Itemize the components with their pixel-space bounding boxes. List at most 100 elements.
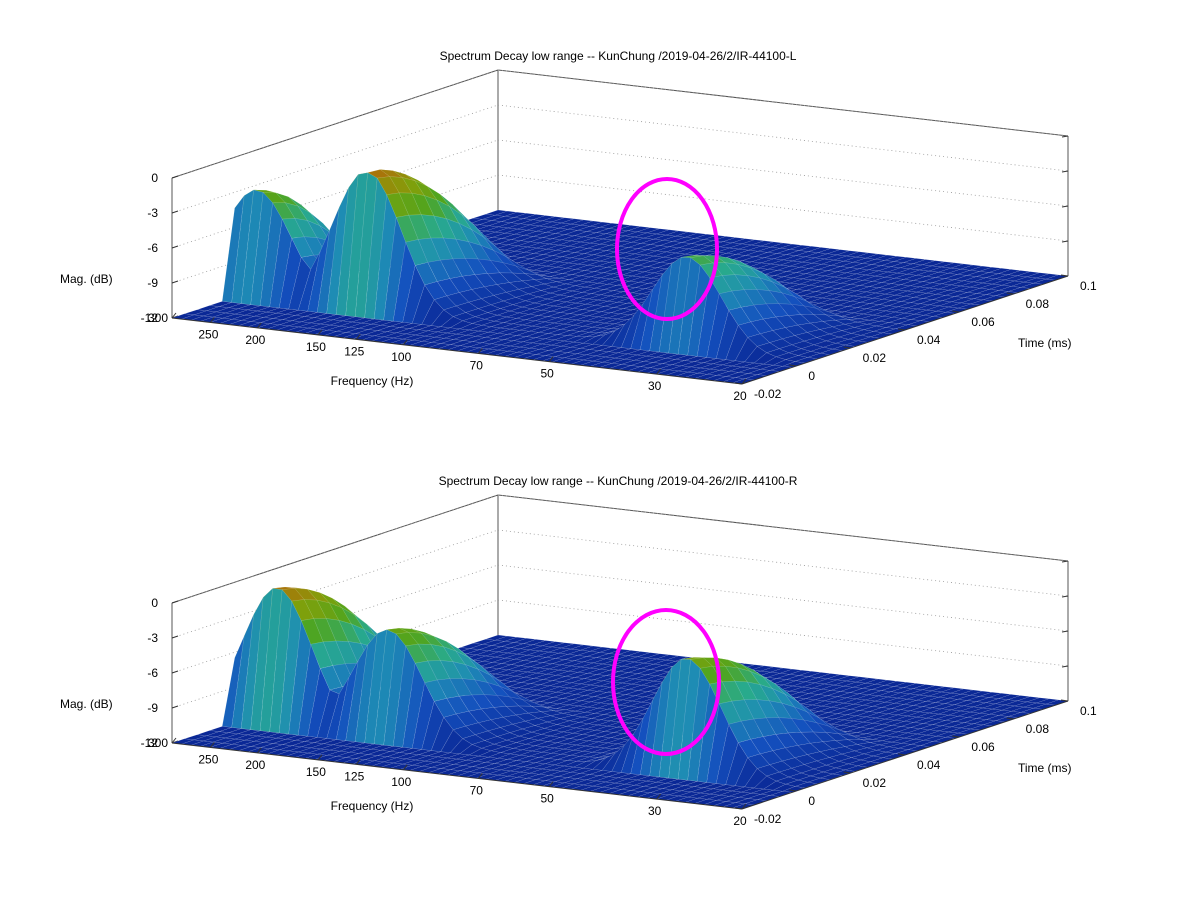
x-axis-label: Frequency (Hz) — [331, 799, 414, 813]
y-tick-label: 0.02 — [863, 351, 887, 365]
x-tick-mark — [402, 764, 408, 771]
x-tick-mark — [741, 803, 747, 810]
annotation-ellipse — [611, 608, 721, 756]
y-tick-mark — [843, 346, 851, 349]
z-tick-mark-right — [1061, 205, 1069, 208]
chart-title: Spectrum Decay low range -- KunChung /20… — [439, 474, 798, 488]
z-tick-mark — [171, 210, 179, 214]
x-tick-mark — [355, 334, 361, 340]
z-tick-mark — [171, 280, 179, 284]
y-tick-mark — [952, 735, 960, 738]
z-tick-mark-right — [1061, 240, 1069, 243]
y-tick-label: 0.08 — [1026, 297, 1050, 311]
z-tick-mark — [171, 175, 179, 179]
x-tick-mark — [741, 378, 747, 385]
y-tick-mark — [843, 771, 851, 774]
y-tick-mark — [952, 310, 960, 313]
x-tick-label: 200 — [245, 333, 265, 347]
z-tick-mark-right — [1061, 665, 1069, 668]
x-tick-label: 70 — [470, 358, 484, 372]
z-tick-label: 0 — [151, 171, 158, 185]
y-tick-mark — [734, 807, 743, 810]
z-tick-mark — [171, 635, 179, 639]
x-tick-label: 50 — [540, 367, 554, 381]
z-tick-mark-right — [1061, 170, 1069, 173]
y-tick-label: 0.08 — [1026, 722, 1050, 736]
y-tick-label: 0 — [808, 369, 815, 383]
z-tick-label: -3 — [147, 206, 158, 220]
y-tick-label: 0.06 — [971, 315, 995, 329]
z-axis-label: Mag. (dB) — [60, 272, 113, 286]
x-tick-mark — [171, 312, 177, 319]
y-tick-mark — [1060, 274, 1069, 277]
z-gridline-back — [497, 529, 1069, 597]
x-tick-label: 20 — [733, 814, 747, 828]
x-tick-mark — [402, 339, 408, 346]
z-tick-mark — [171, 600, 179, 604]
y-tick-label: -0.02 — [754, 387, 782, 401]
y-tick-label: 0.04 — [917, 758, 941, 772]
x-tick-mark — [548, 781, 554, 787]
y-tick-mark — [1060, 699, 1069, 702]
x-tick-mark — [317, 754, 323, 761]
z-tick-label: -12 — [141, 736, 159, 750]
z-tick-label: -6 — [147, 666, 158, 680]
x-tick-label: 50 — [540, 792, 554, 806]
z-tick-label: -6 — [147, 241, 158, 255]
y-tick-label: 0.02 — [863, 776, 887, 790]
x-tick-mark — [355, 759, 361, 765]
chart-title: Spectrum Decay low range -- KunChung /20… — [440, 49, 797, 63]
decay-surface — [171, 169, 1069, 385]
z-gridline-back — [497, 139, 1069, 207]
x-tick-label: 150 — [306, 340, 326, 354]
z-gridline-back — [497, 564, 1069, 632]
z-tick-mark-right — [1061, 630, 1069, 633]
x-tick-mark — [209, 742, 215, 748]
x-tick-mark — [256, 322, 262, 329]
y-tick-mark — [789, 789, 797, 792]
z-gridline-back — [497, 104, 1069, 172]
y-tick-label: 0.1 — [1080, 279, 1097, 293]
y-tick-label: 0.04 — [917, 333, 941, 347]
y-tick-label: 0 — [808, 794, 815, 808]
z-tick-mark — [171, 245, 179, 249]
x-tick-label: 100 — [391, 350, 411, 364]
y-axis-label: Time (ms) — [1018, 336, 1072, 350]
z-tick-label: 0 — [151, 596, 158, 610]
x-tick-label: 200 — [245, 758, 265, 772]
x-tick-label: 125 — [344, 344, 364, 358]
left-top-edge — [171, 494, 499, 604]
y-tick-label: 0.1 — [1080, 704, 1097, 718]
y-tick-mark — [789, 364, 797, 367]
x-tick-mark — [209, 317, 215, 323]
z-tick-mark-right — [1061, 135, 1069, 138]
x-tick-mark — [477, 773, 483, 779]
x-tick-label: 300 — [148, 736, 168, 750]
y-tick-label: -0.02 — [754, 812, 782, 826]
y-tick-mark — [897, 328, 906, 331]
y-tick-mark — [1006, 292, 1014, 295]
z-axis-label: Mag. (dB) — [60, 697, 113, 711]
chart-panel-left-channel: Spectrum Decay low range -- KunChung /20… — [60, 49, 1097, 403]
annotation-ellipse — [615, 177, 719, 321]
x-tick-label: 250 — [198, 752, 218, 766]
frequency-axis-line — [171, 317, 743, 385]
x-tick-mark — [656, 793, 662, 800]
z-tick-mark — [171, 705, 179, 709]
z-tick-label: -9 — [147, 276, 158, 290]
x-tick-label: 150 — [306, 765, 326, 779]
z-tick-label: -9 — [147, 701, 158, 715]
x-tick-mark — [171, 737, 177, 744]
z-tick-mark-right — [1061, 595, 1069, 598]
x-tick-mark — [477, 348, 483, 354]
x-tick-label: 20 — [733, 389, 747, 403]
x-tick-label: 30 — [648, 379, 662, 393]
frequency-axis-line — [171, 742, 743, 810]
x-tick-label: 30 — [648, 804, 662, 818]
x-tick-mark — [656, 368, 662, 375]
x-tick-mark — [317, 329, 323, 336]
x-tick-label: 250 — [198, 327, 218, 341]
back-top-edge — [497, 69, 1069, 137]
x-tick-label: 70 — [470, 783, 484, 797]
